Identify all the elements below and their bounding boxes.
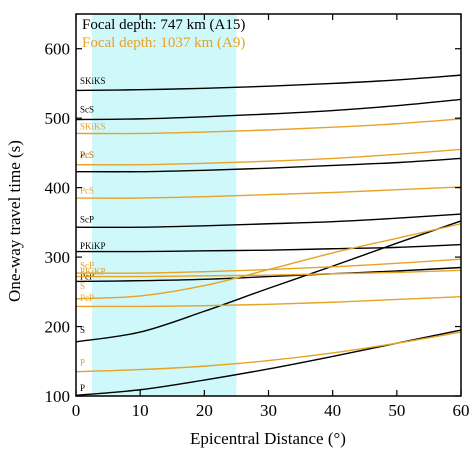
series-line-pkikp-a15 [75,243,462,253]
x-tick-label: 30 [260,401,277,420]
series-line-scs-a15 [75,98,462,121]
series-line-pkikp-a9 [75,269,462,278]
x-tick-label: 0 [72,401,81,420]
y-tick-label: 100 [45,387,71,406]
series-line-skiks-a9 [75,118,462,135]
series-line-scp-a15 [75,213,462,229]
series-label-skiks-a9: SKiKS [80,121,106,131]
x-tick-label: 20 [196,401,213,420]
legend-entry-1: Focal depth: 747 km (A15) [82,17,245,33]
x-axis-title: Epicentral Distance (°) [190,429,346,448]
y-axis-title: One-way travel time (s) [5,140,24,302]
series-line-pcp-a9 [75,295,462,308]
series-line-pcp-a15 [75,266,462,283]
y-tick-label: 600 [45,40,71,59]
series-label-scs-a15: ScS [80,105,94,115]
series-label-pkikp-a9: PKiKP [80,267,106,277]
legend-entry-2: Focal depth: 1037 km (A9) [82,35,245,51]
series-label-pcp-a9: PcP [80,293,94,303]
y-tick-label: 300 [45,248,71,267]
series-line-s-a15 [75,220,462,343]
series-label-p-a9: P [80,358,85,368]
series-label-pkikp-a15: PKiKP [80,241,106,251]
series-label-scp-a15: ScP [80,214,94,224]
series-label-scp-a9: ScP [80,260,94,270]
series-label-s-a9: S [80,281,85,291]
series-label-p-a15: P [80,383,85,393]
series-line-p-a9 [75,331,462,373]
series-label-s-a15: S [80,325,85,335]
series-line-pcs-a9 [75,186,462,199]
series-label-pcs-a9: PcS [80,185,94,195]
series-label-pcs-a15: PcS [80,150,94,160]
y-tick-label: 200 [45,318,71,337]
series-line-pcs-a15 [75,157,462,173]
x-tick-label: 60 [453,401,470,420]
shaded-region [92,14,237,396]
series-line-scs-a9 [75,148,462,166]
y-tick-label: 500 [45,109,71,128]
series-label-skiks-a15: SKiKS [80,76,106,86]
x-tick-label: 40 [324,401,341,420]
series-line-skiks-a15 [75,74,462,92]
plot-area: PSPcPPKiKPScPPcSScSSKiKSPSPcPPKiKPScPPcS… [45,13,470,420]
y-tick-label: 400 [45,179,71,198]
x-tick-label: 10 [132,401,149,420]
series-label-scs-a9: ScS [80,150,94,160]
series-line-scp-a9 [75,258,462,274]
x-tick-label: 50 [388,401,405,420]
